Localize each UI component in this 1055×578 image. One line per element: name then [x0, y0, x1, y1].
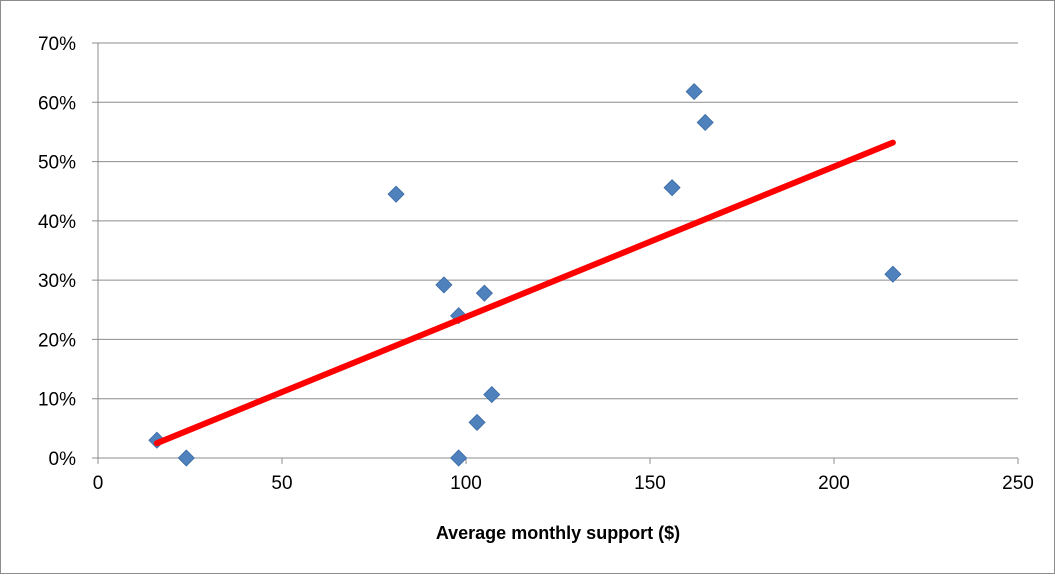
x-tick-label: 50: [271, 473, 292, 494]
x-axis-title: Average monthly support ($): [436, 523, 680, 543]
y-tick-label: 20%: [38, 330, 76, 351]
y-tick-label: 0%: [49, 449, 77, 470]
y-tick-label: 60%: [38, 93, 76, 114]
data-points: [148, 83, 902, 467]
data-point-diamond: [475, 284, 493, 302]
y-tick-label: 30%: [38, 271, 76, 292]
y-tick-labels: 0% 10% 20% 30% 40% 50% 60% 70%: [38, 34, 76, 470]
data-point-diamond: [468, 413, 486, 431]
x-tick-label: 250: [1002, 473, 1034, 494]
data-point-diamond: [435, 276, 453, 294]
x-tick-label: 150: [634, 473, 666, 494]
y-tick-label: 70%: [38, 34, 76, 55]
y-tick-label: 40%: [38, 212, 76, 233]
x-tick-label: 0: [93, 473, 104, 494]
data-point-diamond: [696, 113, 714, 132]
data-point-diamond: [884, 265, 902, 283]
x-tick-labels: 0 50 100 150 200 250: [93, 473, 1034, 494]
x-tick-label: 100: [450, 473, 482, 494]
data-point-diamond: [483, 385, 501, 404]
trendline: [153, 139, 896, 447]
gridlines: [92, 42, 1019, 464]
data-point-diamond: [387, 185, 405, 203]
x-tick-label: 200: [818, 473, 850, 494]
data-point-diamond: [450, 449, 468, 467]
data-point-diamond: [685, 83, 703, 101]
y-tick-label: 50%: [38, 153, 76, 174]
y-tick-label: 10%: [38, 390, 76, 411]
data-point-diamond: [663, 179, 681, 197]
data-point-diamond: [177, 449, 195, 467]
trendline-group: [153, 139, 896, 447]
